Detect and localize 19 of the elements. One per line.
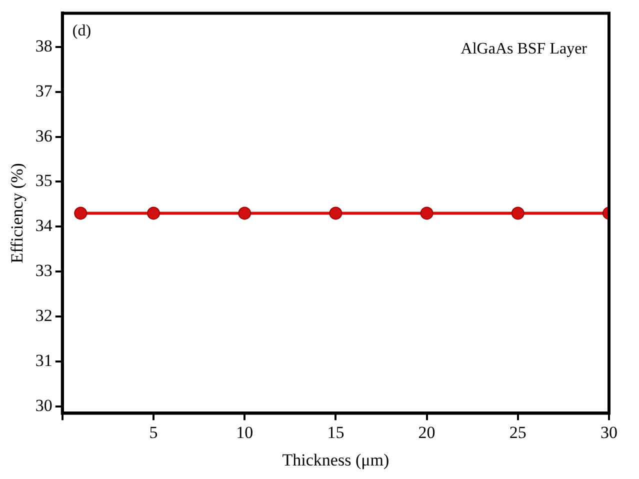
- y-axis-title: Efficiency (%): [8, 163, 27, 264]
- annotation: AlGaAs BSF Layer: [460, 40, 588, 58]
- x-tick-label: 25: [509, 422, 526, 442]
- y-tick-label: 31: [35, 350, 52, 370]
- x-axis-title: Thickness (μm): [282, 450, 390, 470]
- x-tick-label: 20: [418, 422, 436, 442]
- y-tick-label: 30: [35, 396, 52, 415]
- y-tick-label: 32: [35, 306, 52, 326]
- x-tick-label: 30: [600, 422, 618, 442]
- y-tick-label: 38: [35, 36, 52, 56]
- x-tick-label: 10: [236, 422, 254, 442]
- annotation: (d): [72, 22, 92, 40]
- y-tick-label: 36: [35, 126, 52, 146]
- y-tick-label: 34: [35, 216, 53, 236]
- y-tick-label: 37: [35, 81, 53, 100]
- x-tick-label: 5: [149, 422, 158, 442]
- x-tick-label: 15: [327, 422, 344, 442]
- y-tick-label: 35: [35, 171, 52, 190]
- y-tick-label: 33: [35, 261, 52, 280]
